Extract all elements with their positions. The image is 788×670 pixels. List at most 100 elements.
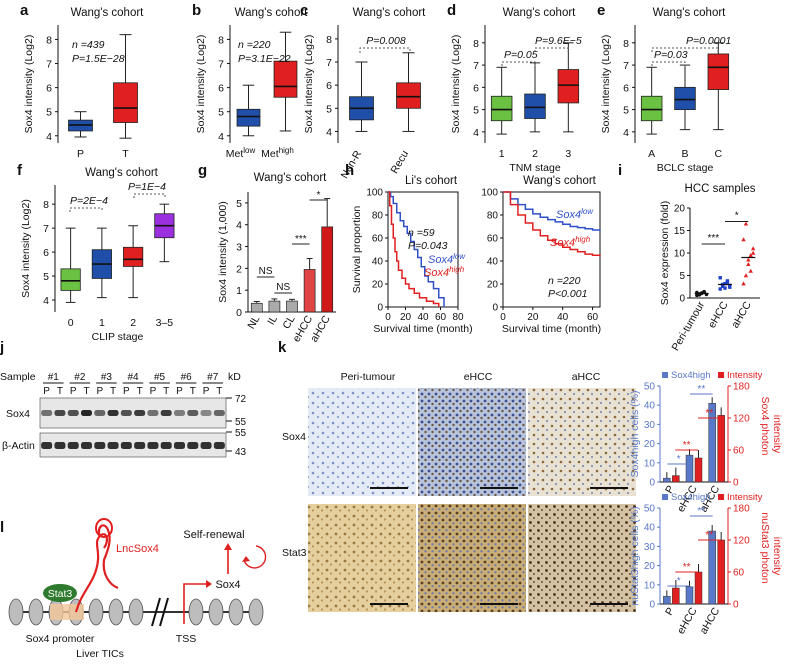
bar-left [708, 530, 716, 605]
box [707, 53, 730, 90]
stat-p: P=0.05 [504, 49, 538, 61]
chart-title: HCC samples [685, 183, 756, 195]
box [490, 95, 513, 122]
stat-right: P<0.001 [548, 288, 587, 300]
bar-right [694, 457, 703, 483]
stat-p: P=2E−4 [70, 195, 108, 207]
sample-number: #4 [127, 372, 139, 383]
blot-band [94, 410, 106, 416]
y-tick-label: 15 [674, 226, 686, 237]
x-tick-label: 60 [587, 312, 599, 323]
histology-image [308, 504, 416, 612]
stat-left: n =59 [408, 227, 435, 239]
mw-label: 55 [235, 417, 247, 428]
y-tick-label-left: 0 [649, 478, 655, 489]
stat-n: n =220 [238, 39, 271, 51]
annotation-sig: * [735, 211, 739, 222]
blot-band [67, 410, 79, 416]
legend-label: Sox4high [671, 370, 711, 381]
blot-band [200, 410, 212, 416]
y-tick-label: 80 [372, 211, 384, 222]
y-axis-label-right: intensity [771, 537, 783, 576]
promoter-region [50, 604, 84, 620]
box [640, 95, 663, 122]
x-axis-label: BCLC stage [657, 162, 714, 174]
panel-letter: g [198, 162, 207, 179]
y-tick-label: 100 [366, 188, 383, 199]
data-point [743, 273, 749, 278]
x-tick-label: 2 [130, 317, 136, 329]
blot-band [107, 410, 119, 416]
chart-title: Wang's cohort [523, 175, 597, 187]
y-tick-label: 1 [236, 285, 242, 297]
y-tick-label-left: 10 [644, 580, 656, 591]
bar-right [694, 571, 703, 605]
x-axis-label: Survival time (month) [373, 323, 472, 335]
blot-band [54, 410, 66, 416]
blot-band [160, 410, 172, 416]
tss-arrow [183, 583, 206, 624]
data-point [748, 268, 753, 273]
annotation-sig: ** [683, 562, 691, 573]
y-tick-label: 8 [326, 34, 332, 46]
panel-letter: c [300, 2, 308, 19]
nucleosome [88, 598, 104, 626]
x-tick-label: eHCC [675, 605, 700, 636]
box [123, 246, 144, 267]
bracket [359, 47, 411, 53]
y-tick-label: 5 [46, 107, 52, 119]
chart-title: Wang's cohort [653, 7, 727, 19]
data-point [718, 276, 722, 280]
stat-right: n =220 [548, 275, 581, 287]
lncsox4-label: LncSox4 [116, 543, 159, 555]
lane-label: T [137, 386, 143, 397]
y-tick-label-left: 40 [644, 401, 656, 412]
y-tick-label-right: 0 [733, 478, 739, 489]
annotation-ns: NS [259, 266, 273, 277]
panel-l: l Stat3 LncSox4 TSS Sox4 Self-renewal Sox4 pro… [0, 518, 267, 660]
y-tick-label: 0 [492, 303, 498, 314]
promoter-label: Sox4 promoter [26, 633, 95, 645]
y-tick-label-right: 60 [733, 568, 745, 579]
data-point [741, 237, 746, 242]
legend-low: Sox4low [428, 252, 466, 266]
x-tick-label: 20 [400, 312, 412, 323]
box [273, 60, 298, 98]
column-header: eHCC [464, 371, 493, 383]
y-tick-label-left: 10 [644, 458, 656, 469]
mw-label: 43 [235, 447, 247, 458]
y-tick-label: 5 [679, 271, 685, 282]
sample-label: Sample [0, 371, 36, 383]
y-axis-label: Sox4 expression (fold) [659, 201, 671, 305]
blot-band [107, 442, 119, 449]
panel-a: a Wang's cohort 4 5 6 7 8 Sox4 intensity (Log2)… [20, 2, 144, 160]
sample-number: #1 [48, 372, 60, 383]
y-tick-label-left: 20 [644, 561, 656, 572]
x-tick-label: 40 [557, 312, 569, 323]
annotation-sig: ** [705, 530, 713, 541]
panel-f: f Wang's cohort 4 5 6 7 8 Sox4 intensity (Log2)… [17, 162, 175, 343]
lane-label: T [216, 386, 222, 397]
blot-band [147, 442, 159, 449]
lane-label: T [190, 386, 196, 397]
x-axis-label: CLIP stage [92, 331, 144, 343]
data-point [723, 286, 727, 290]
annotation-sig: * [677, 576, 681, 587]
y-tick-label: 6 [473, 82, 479, 94]
y-tick-label: 4 [46, 131, 52, 143]
y-tick-label: 3 [236, 242, 242, 254]
data-point [741, 281, 746, 286]
y-tick-label: 5 [326, 103, 332, 115]
y-tick-label: 8 [473, 38, 479, 50]
renewal-loop-head [242, 556, 250, 562]
bar-left [685, 586, 694, 605]
y-tick-label: 7 [43, 223, 49, 235]
legend-swatch [662, 372, 668, 378]
y-axis-label: Sox4 intensity (1,000) [217, 201, 229, 303]
data-point [702, 289, 706, 294]
y-tick-label: 6 [43, 247, 49, 259]
